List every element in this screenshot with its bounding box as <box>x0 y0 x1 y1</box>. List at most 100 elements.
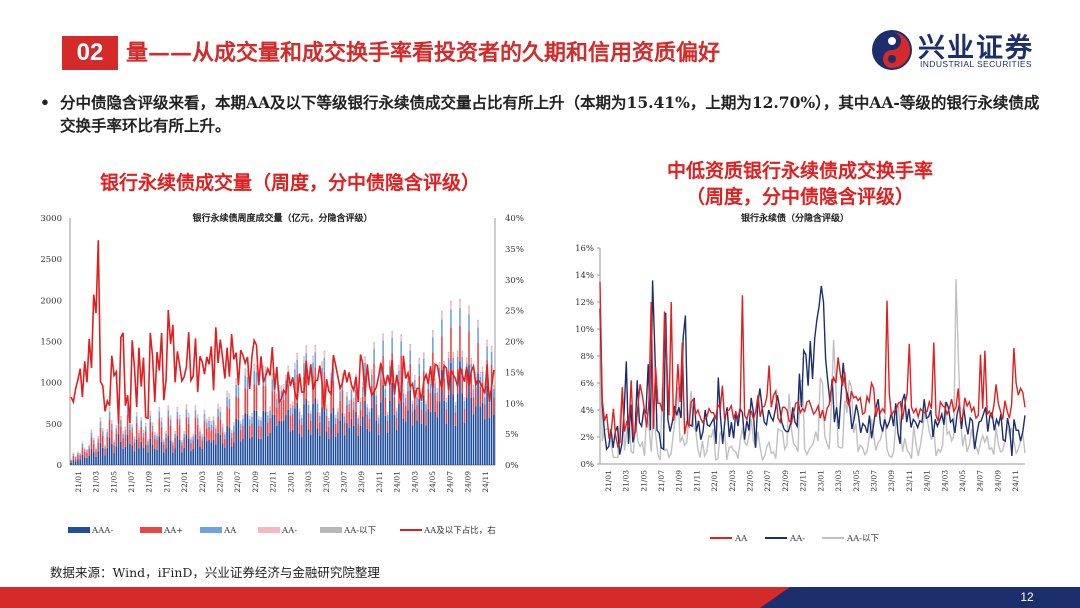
bar-segment <box>377 423 380 435</box>
bar-segment <box>201 434 204 437</box>
bar-segment <box>271 379 274 392</box>
bar-segment <box>404 405 407 422</box>
bar-segment <box>461 356 464 370</box>
bar-segment <box>260 420 262 427</box>
bar-segment <box>235 378 237 380</box>
bar-segment <box>169 440 172 465</box>
bar-segment <box>278 420 280 465</box>
bar-segment <box>484 404 486 420</box>
bar-segment <box>436 392 439 401</box>
bar-segment <box>117 434 120 465</box>
bar-segment <box>416 404 418 421</box>
bar-segment <box>434 378 436 380</box>
bar-segment <box>115 425 118 429</box>
bar-segment <box>434 411 436 465</box>
bar-segment <box>407 377 409 382</box>
bar-segment <box>357 435 360 465</box>
bar-segment <box>300 414 303 416</box>
bar-segment <box>190 439 192 443</box>
bar-segment <box>147 441 149 445</box>
bar-segment <box>409 390 412 465</box>
bar-segment <box>74 458 77 462</box>
bar-segment <box>267 422 269 436</box>
bar-segment <box>389 361 391 366</box>
bar-segment <box>267 411 269 413</box>
x-tick-label: 22/01 <box>180 471 189 493</box>
bar-segment <box>443 377 445 401</box>
bar-segment <box>468 314 470 332</box>
bar-segment <box>391 382 393 465</box>
bar-segment <box>178 415 181 417</box>
bar-segment <box>432 381 434 465</box>
bar-segment <box>210 421 213 422</box>
bar-segment <box>459 307 461 326</box>
x-tick-label: 23/01 <box>286 471 295 493</box>
bar-segment <box>196 415 199 419</box>
bar-segment <box>395 408 398 412</box>
bar-segment <box>312 356 314 363</box>
bar-segment <box>316 400 319 404</box>
bar-segment <box>427 373 430 375</box>
bar-segment <box>70 460 72 461</box>
bar-segment <box>481 382 484 403</box>
x-tick-label: 24/09 <box>463 471 472 493</box>
bar-segment <box>300 417 303 425</box>
bar-segment <box>447 353 450 359</box>
bar-segment <box>194 410 197 418</box>
bar-segment <box>287 409 289 465</box>
bar-segment <box>246 371 249 377</box>
bar-segment <box>456 350 459 352</box>
bar-segment <box>350 389 353 400</box>
bar-segment <box>253 370 256 385</box>
bar-segment <box>129 429 131 444</box>
bar-segment <box>291 405 294 414</box>
bar-segment <box>323 351 326 358</box>
bar-segment <box>147 439 149 442</box>
bar-segment <box>459 325 461 362</box>
bar-segment <box>131 427 133 433</box>
bar-segment <box>314 346 317 353</box>
bar-segment <box>108 407 111 412</box>
bar-segment <box>185 434 188 465</box>
bar-segment <box>346 391 348 393</box>
bar-segment <box>217 408 219 417</box>
bar-segment <box>172 442 174 446</box>
bar-segment <box>461 393 464 465</box>
bar-segment <box>192 433 194 435</box>
bar-segment <box>416 393 418 397</box>
bar-segment <box>83 449 86 452</box>
bar-segment <box>443 360 445 363</box>
bar-segment <box>339 400 341 421</box>
bar-segment <box>230 437 233 447</box>
x-tick-label: 24/11 <box>481 471 490 493</box>
bar-segment <box>185 409 188 417</box>
bar-segment <box>210 430 213 443</box>
bar-segment <box>79 452 81 454</box>
x-tick-label: 23/11 <box>375 471 384 493</box>
bar-segment <box>226 426 228 465</box>
bar-segment <box>221 424 224 428</box>
right-y-tick-label: 10% <box>505 399 524 409</box>
bar-segment <box>176 436 179 465</box>
bar-segment <box>427 408 430 465</box>
bar-segment <box>291 413 294 430</box>
bar-segment <box>481 371 484 383</box>
bar-segment <box>276 394 278 399</box>
bar-segment <box>309 413 312 421</box>
bar-segment <box>190 442 192 451</box>
x-tick-label: 22/11 <box>269 471 278 493</box>
bar-segment <box>298 419 301 434</box>
bar-segment <box>341 389 344 413</box>
bar-segment <box>77 452 79 455</box>
bar-segment <box>276 407 278 426</box>
x-tick-label: 21/07 <box>657 470 666 492</box>
bar-segment <box>81 443 84 448</box>
left-y-tick-label: 2500 <box>40 255 62 265</box>
bar-segment <box>242 438 244 465</box>
bar-segment <box>203 413 206 422</box>
bar-segment <box>169 419 172 426</box>
bar-segment <box>194 405 197 407</box>
bar-segment <box>165 448 167 465</box>
bar-segment <box>210 421 213 425</box>
bar-segment <box>488 418 491 465</box>
